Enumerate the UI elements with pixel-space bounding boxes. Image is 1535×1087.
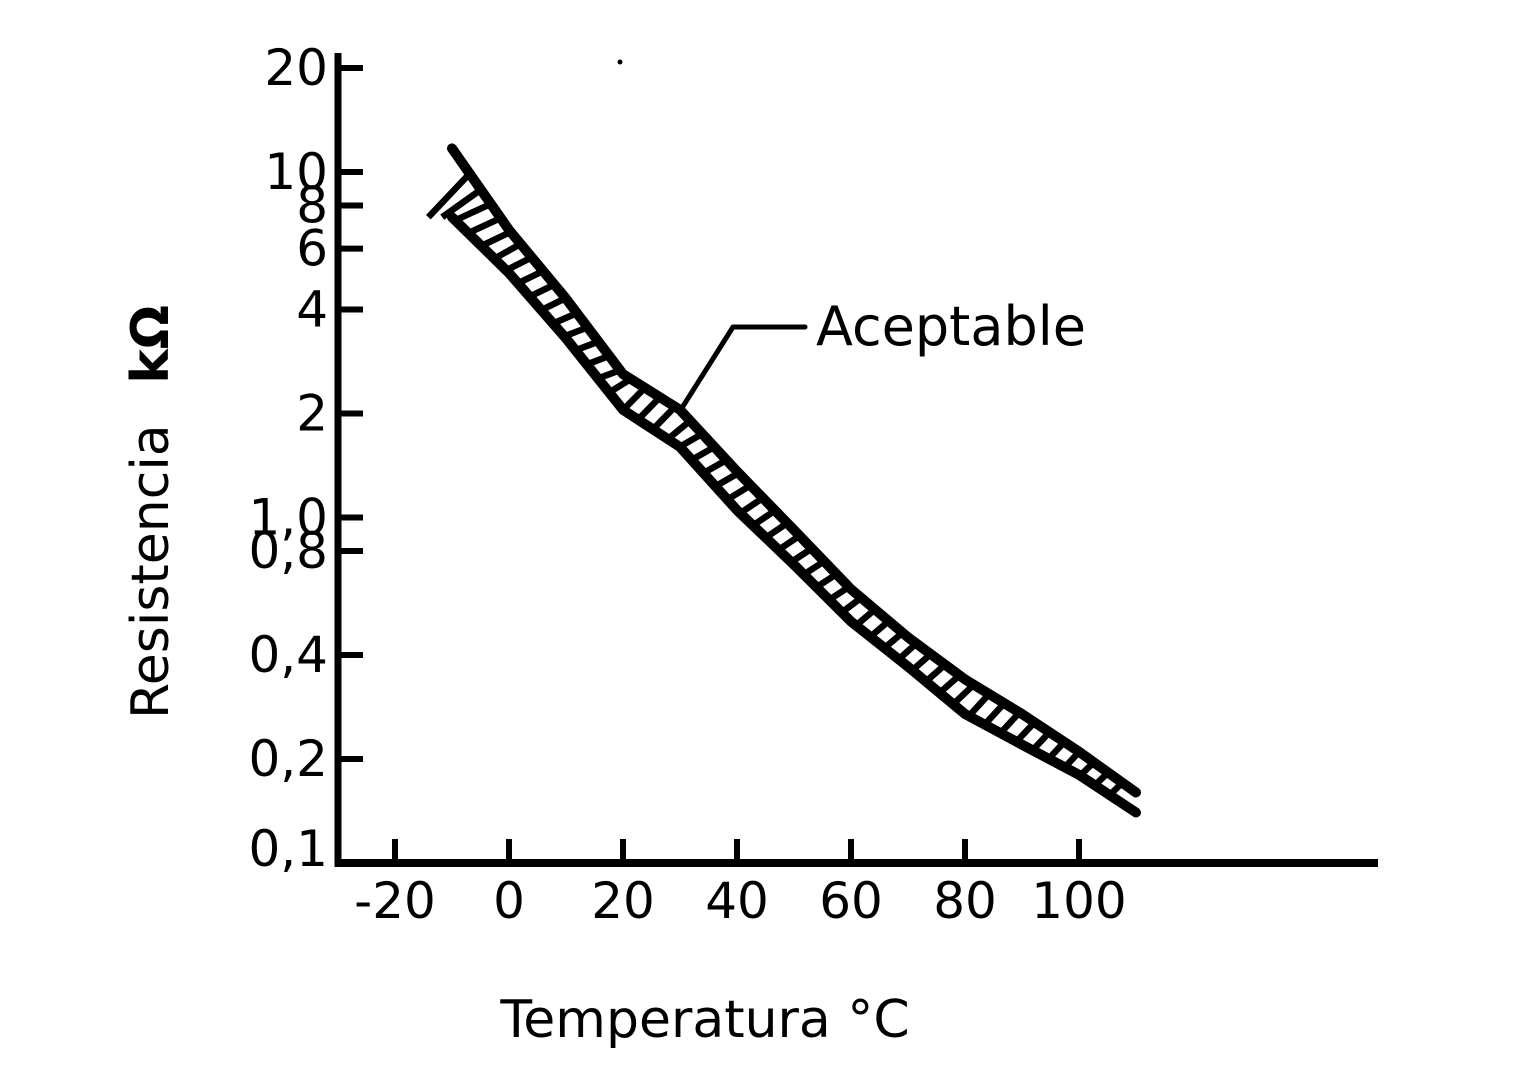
y-tick-label: 0,8 bbox=[248, 522, 328, 580]
x-axis-ticks: -20 0 20 40 60 80 100 bbox=[354, 839, 1127, 930]
band-hatch-line bbox=[620, 385, 648, 413]
y-axis-title-unit: kΩ bbox=[121, 305, 181, 384]
x-tick-label: 60 bbox=[819, 872, 883, 930]
x-tick-label: 40 bbox=[705, 872, 769, 930]
y-tick-label: 10 bbox=[264, 143, 328, 201]
y-tick-label: 0,1 bbox=[248, 820, 328, 878]
band-hatch-line bbox=[440, 187, 483, 220]
y-axis-title-text: Resistencia bbox=[121, 424, 181, 719]
acceptable-band bbox=[426, 143, 1141, 818]
y-tick-label: 4 bbox=[296, 280, 328, 338]
upper-limit-curve bbox=[447, 143, 1141, 798]
y-tick-label: 1,0 bbox=[248, 489, 328, 547]
x-tick-label: 100 bbox=[1031, 872, 1126, 930]
y-tick-label: 8 bbox=[296, 176, 328, 234]
scan-artifact-dot bbox=[617, 59, 623, 65]
band-hatch-line bbox=[479, 228, 513, 249]
y-axis-title: Resistencia kΩ bbox=[121, 305, 181, 719]
y-tick-label: 2 bbox=[296, 385, 328, 443]
lower-limit-curve bbox=[447, 212, 1141, 818]
band-hatch-line bbox=[635, 394, 663, 422]
band-hatch-line bbox=[650, 404, 678, 432]
x-tick-label: 80 bbox=[933, 872, 997, 930]
x-axis-title: Temperatura °C bbox=[499, 990, 909, 1050]
y-tick-label: 0,4 bbox=[248, 626, 328, 684]
x-tick-label: -20 bbox=[354, 872, 436, 930]
annotation-leader-line bbox=[677, 324, 808, 414]
band-annotation-label: Aceptable bbox=[816, 295, 1086, 358]
y-tick-label: 20 bbox=[264, 39, 328, 97]
band-hatch-line bbox=[466, 215, 503, 237]
band-hatch-line bbox=[453, 200, 493, 224]
y-tick-label: 6 bbox=[296, 220, 328, 278]
band-hatch-line bbox=[426, 171, 472, 220]
x-tick-label: 0 bbox=[493, 872, 525, 930]
x-tick-label: 20 bbox=[591, 872, 655, 930]
y-tick-label: 0,2 bbox=[248, 730, 328, 788]
band-annotation: Aceptable bbox=[677, 295, 1086, 414]
